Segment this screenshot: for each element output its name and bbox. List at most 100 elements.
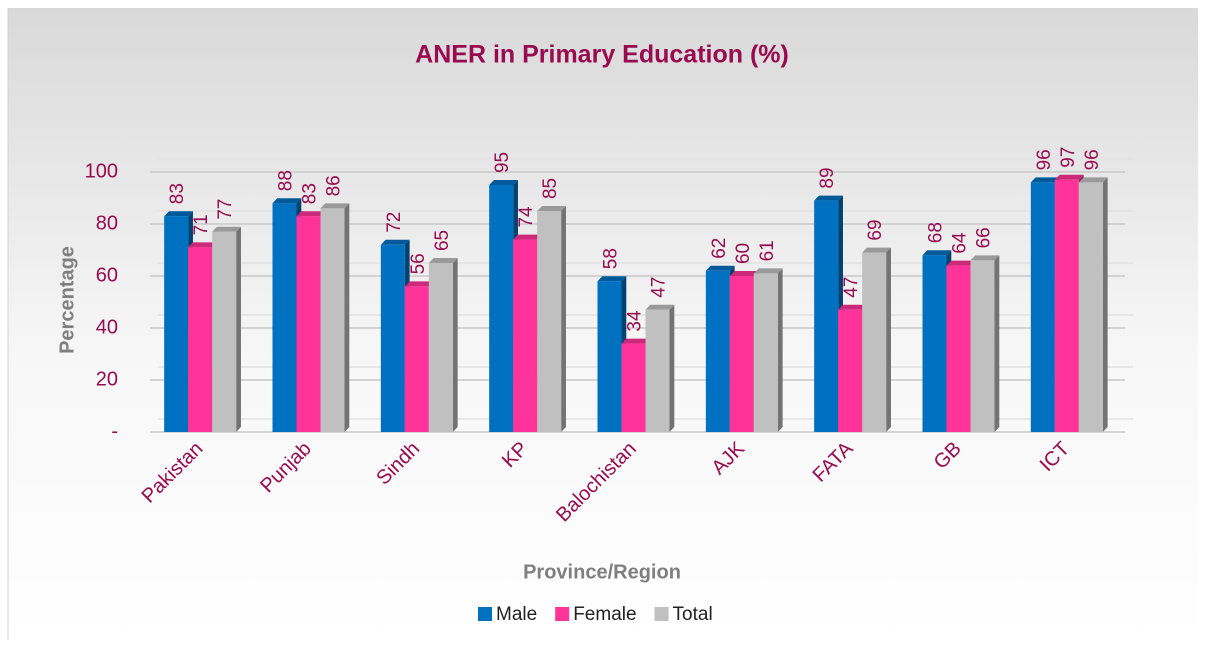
data-label: 64 xyxy=(950,232,971,254)
data-label: 96 xyxy=(1082,149,1103,170)
bar-top xyxy=(970,255,1000,261)
bar-top xyxy=(404,281,434,287)
y-tick-label: 80 xyxy=(96,212,118,234)
bar-top xyxy=(513,234,542,240)
bar xyxy=(320,208,345,432)
legend-label: Female xyxy=(573,604,636,625)
y-axis-label: Percentage xyxy=(56,246,78,354)
data-label: 62 xyxy=(709,238,730,259)
bar-top xyxy=(164,211,193,217)
data-label: 68 xyxy=(926,222,947,243)
bar-top xyxy=(489,180,518,185)
data-label: 83 xyxy=(167,183,188,204)
bar xyxy=(814,200,839,432)
data-label: 34 xyxy=(625,310,646,332)
bar-side xyxy=(777,268,783,432)
bar-top xyxy=(296,211,326,217)
data-label: 88 xyxy=(276,170,297,191)
bar-top xyxy=(380,239,410,245)
data-label: 74 xyxy=(516,206,537,228)
bar-top xyxy=(838,304,867,310)
bar-top xyxy=(621,338,651,344)
legend-label: Total xyxy=(673,604,713,625)
bar xyxy=(621,343,646,432)
bar-side xyxy=(886,247,891,432)
bar xyxy=(753,273,778,432)
bar xyxy=(404,286,429,432)
bar xyxy=(705,270,730,432)
bar-top xyxy=(320,203,350,209)
data-label: 69 xyxy=(865,219,886,240)
bar xyxy=(1030,182,1055,432)
y-tick-label: 40 xyxy=(96,316,118,338)
data-label: 89 xyxy=(817,167,838,188)
bar-top xyxy=(188,242,217,248)
bar xyxy=(862,252,887,432)
bar xyxy=(428,263,453,432)
x-axis-label: Province/Region xyxy=(523,561,681,583)
data-label: 60 xyxy=(733,243,754,264)
y-tick-label: 60 xyxy=(96,264,118,286)
bar xyxy=(597,281,622,432)
data-label: 65 xyxy=(432,230,453,251)
y-tick-label: - xyxy=(111,420,118,442)
bar-top xyxy=(946,260,976,266)
bar xyxy=(489,185,514,432)
bar-top xyxy=(428,258,458,263)
bar-side xyxy=(994,255,1000,432)
bar xyxy=(537,211,562,432)
bar-side xyxy=(561,206,566,432)
data-label: 71 xyxy=(191,214,212,235)
bar-top xyxy=(922,250,952,256)
bar-side xyxy=(669,304,675,432)
bar-top xyxy=(597,276,627,282)
bar-top xyxy=(537,206,566,211)
data-label: 72 xyxy=(384,212,405,233)
data-label: 97 xyxy=(1058,147,1079,168)
bar-top xyxy=(814,195,843,201)
bar xyxy=(164,216,189,432)
data-label: 95 xyxy=(492,152,513,173)
data-label: 96 xyxy=(1034,149,1055,170)
bar xyxy=(1054,179,1079,432)
legend-swatch xyxy=(555,607,570,621)
bar xyxy=(188,247,213,432)
legend-swatch xyxy=(654,607,669,621)
y-tick-label: 20 xyxy=(96,368,118,390)
bar xyxy=(513,239,538,432)
bar-side xyxy=(236,226,241,432)
bar xyxy=(212,231,237,432)
y-tick-label: 100 xyxy=(85,160,118,182)
bar-top xyxy=(645,304,675,310)
bar xyxy=(838,309,863,432)
bar xyxy=(729,276,754,432)
data-label: 58 xyxy=(601,248,622,269)
data-label: 56 xyxy=(408,253,429,274)
data-label: 77 xyxy=(215,199,236,220)
bar xyxy=(380,244,405,432)
bar-top xyxy=(1078,177,1108,183)
bar-top xyxy=(272,198,302,204)
chart-title: ANER in Primary Education (%) xyxy=(415,41,789,69)
data-label: 86 xyxy=(324,175,345,196)
bar-top xyxy=(1030,177,1060,183)
bar xyxy=(922,255,947,432)
data-label: 66 xyxy=(974,227,995,248)
bar-side xyxy=(452,258,458,432)
bar xyxy=(645,309,670,432)
bar-side xyxy=(344,203,350,432)
bar xyxy=(272,203,297,432)
bar-top xyxy=(705,265,735,271)
bar xyxy=(970,260,995,432)
data-label: 61 xyxy=(757,240,778,261)
bar xyxy=(296,216,321,432)
bar xyxy=(946,265,971,432)
data-label: 47 xyxy=(649,277,670,298)
bar-top xyxy=(862,247,891,253)
bar-top xyxy=(729,271,759,276)
bar-top xyxy=(1054,174,1084,180)
legend-swatch xyxy=(478,607,492,621)
data-label: 85 xyxy=(540,178,561,199)
bar-top xyxy=(753,268,783,274)
